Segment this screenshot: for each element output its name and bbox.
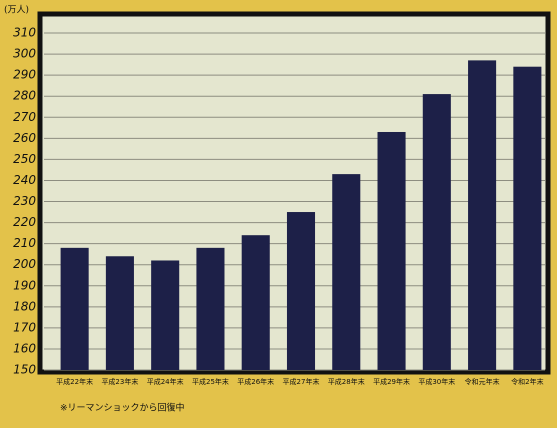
y-tick-label: 230 [13,194,36,208]
y-tick-label: 280 [13,89,36,103]
bar [60,247,89,370]
bar [377,131,406,370]
bar [468,60,497,370]
x-tick-label: 平成29年末 [373,377,410,386]
y-tick-label: 170 [13,320,36,334]
y-tick-label: 180 [13,299,36,313]
y-tick-label: 310 [13,26,36,40]
footnote: ※リーマンショックから回復中 [60,402,185,414]
y-tick-label: 150 [13,363,36,377]
x-tick-label: 平成27年末 [283,377,320,386]
x-tick-label: 平成23年末 [101,377,138,386]
y-tick-label: 210 [13,236,36,250]
x-tick-label: 平成28年末 [328,377,365,386]
unit-label: (万人) [4,5,29,16]
bar [422,94,451,371]
bar [332,174,361,370]
y-tick-label: 300 [13,47,36,61]
x-tick-label: 平成26年末 [237,377,274,386]
y-tick-label: 270 [13,110,36,124]
y-tick-label: 290 [13,68,36,82]
y-tick-label: 200 [13,257,36,271]
y-tick-label: 240 [13,173,36,187]
x-tick-label: 令和元年末 [465,377,500,386]
bar [196,247,225,370]
bar [513,66,542,370]
x-tick-label: 令和2年末 [511,377,543,386]
y-tick-label: 220 [13,215,36,229]
y-tick-label: 190 [13,278,36,292]
bar [151,260,180,370]
y-tick-label: 260 [13,131,36,145]
y-tick-label: 250 [13,152,36,166]
x-tick-label: 平成30年末 [418,377,455,386]
x-tick-label: 平成22年末 [56,377,93,386]
y-tick-label: 160 [13,341,36,355]
bar [241,235,270,370]
x-tick-label: 平成24年末 [147,377,184,386]
bar [105,256,134,370]
bar [286,212,316,370]
x-tick-label: 平成25年末 [192,377,229,386]
